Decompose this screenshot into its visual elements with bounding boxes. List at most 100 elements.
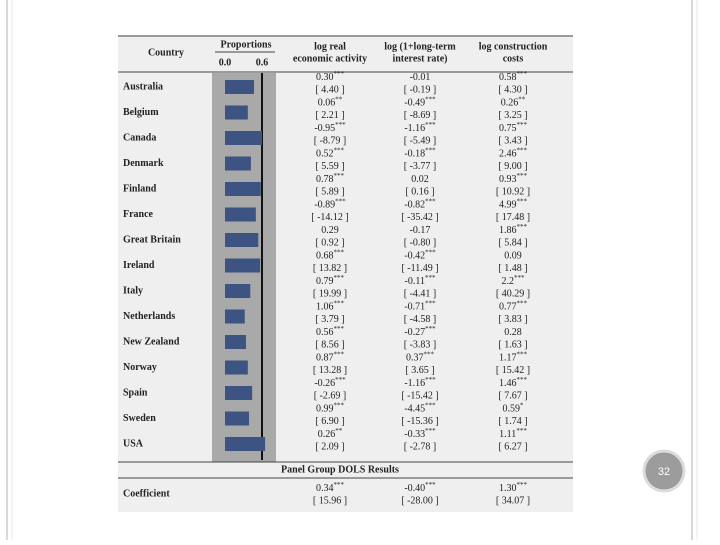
t-statistic: [ 8.56 ] xyxy=(315,339,344,350)
proportion-bar xyxy=(225,131,262,145)
country-name: Canada xyxy=(123,132,156,143)
significance-stars: *** xyxy=(517,481,528,489)
coefficient-value: 0.52 xyxy=(316,149,334,160)
proportion-bar xyxy=(225,156,251,171)
coefficient: 0.78*** xyxy=(316,172,345,186)
t-statistic: [ 4.30 ] xyxy=(498,84,527,95)
country-name: New Zealand xyxy=(123,336,180,347)
coefficient: 0.87*** xyxy=(316,350,345,364)
t-statistic: [ -0.19 ] xyxy=(404,84,437,95)
column-header: costs xyxy=(503,53,524,64)
country-name: Belgium xyxy=(123,107,159,118)
significance-stars: *** xyxy=(517,350,528,358)
t-statistic: [ -5.49 ] xyxy=(404,135,437,146)
significance-stars: ** xyxy=(335,427,343,435)
significance-stars: *** xyxy=(517,70,528,78)
coefficient: 0.79*** xyxy=(316,274,345,288)
t-statistic: [ 15.96 ] xyxy=(313,495,347,506)
significance-stars: *** xyxy=(334,325,345,333)
significance-stars: *** xyxy=(517,146,528,154)
t-statistic: [ 10.92 ] xyxy=(496,186,530,197)
significance-stars: *** xyxy=(517,376,528,384)
significance-stars: *** xyxy=(425,427,436,435)
significance-stars: *** xyxy=(517,172,528,180)
t-statistic: [ 13.28 ] xyxy=(313,365,347,376)
coefficient: 0.52*** xyxy=(316,146,345,160)
coefficient-value: 0.29 xyxy=(321,225,339,236)
t-statistic: [ 3.43 ] xyxy=(498,135,527,146)
coefficient: 1.46*** xyxy=(499,376,528,390)
coefficient-value: 0.56 xyxy=(316,327,334,338)
significance-stars: *** xyxy=(334,299,345,307)
country-name: Great Britain xyxy=(123,234,181,245)
t-statistic: [ 1.74 ] xyxy=(498,416,527,427)
t-statistic: [ -8.79 ] xyxy=(314,135,347,146)
significance-stars: *** xyxy=(425,299,436,307)
coefficient-value: -0.27 xyxy=(404,327,425,338)
coefficient-value: -0.89 xyxy=(314,200,335,211)
coefficient: 0.77*** xyxy=(499,299,528,313)
significance-stars: *** xyxy=(425,95,436,103)
coefficient: 0.75*** xyxy=(499,121,528,135)
coefficient-value: 0.06 xyxy=(318,98,336,109)
coefficient: 1.11*** xyxy=(499,427,527,441)
t-statistic: [ -4.58 ] xyxy=(404,314,437,325)
significance-stars: *** xyxy=(425,376,436,384)
t-statistic: [ 7.67 ] xyxy=(498,390,527,401)
column-header: interest rate) xyxy=(392,53,447,64)
coefficient-value: -0.40 xyxy=(404,483,425,494)
proportion-bar xyxy=(225,309,245,324)
coefficient: 2.2*** xyxy=(502,274,526,288)
coefficient: 0.59* xyxy=(503,401,525,415)
coefficient: 0.58*** xyxy=(499,70,528,84)
t-statistic: [ 3.79 ] xyxy=(315,314,344,325)
significance-stars: *** xyxy=(517,223,528,231)
t-statistic: [ -3.83 ] xyxy=(404,339,437,350)
coefficient: 1.86*** xyxy=(499,223,528,237)
proportion-bar xyxy=(225,80,254,94)
t-statistic: [ 5.84 ] xyxy=(498,237,527,248)
significance-stars: *** xyxy=(516,427,527,435)
coefficient-value: 1.30 xyxy=(499,483,517,494)
coefficient: -0.01 xyxy=(410,72,431,83)
country-name: Finland xyxy=(123,183,157,194)
coefficient: -0.17 xyxy=(410,225,431,236)
t-statistic: [ 13.82 ] xyxy=(313,263,347,274)
significance-stars: *** xyxy=(425,401,436,409)
coefficient-value: 0.99 xyxy=(316,404,334,415)
coefficient: 0.02 xyxy=(411,174,429,185)
coefficient: 2.46*** xyxy=(499,146,528,160)
coefficient: 1.17*** xyxy=(499,350,528,364)
country-name: Norway xyxy=(123,362,157,373)
t-statistic: [ 5.89 ] xyxy=(315,186,344,197)
significance-stars: *** xyxy=(334,481,345,489)
significance-stars: *** xyxy=(517,299,528,307)
axis-tick-label: 0.6 xyxy=(256,57,269,68)
coefficient-value: 2.46 xyxy=(499,149,517,160)
t-statistic: [ 6.90 ] xyxy=(315,416,344,427)
significance-stars: *** xyxy=(425,121,436,129)
coefficient: 0.26** xyxy=(501,95,526,109)
coefficient-value: -0.82 xyxy=(404,200,425,211)
country-name: Netherlands xyxy=(123,311,175,322)
header-country: Country xyxy=(148,47,184,58)
significance-stars: *** xyxy=(334,172,345,180)
coefficient-value: 0.75 xyxy=(499,123,517,134)
proportion-bar xyxy=(225,182,261,196)
t-statistic: [ 2.09 ] xyxy=(315,441,344,452)
significance-stars: *** xyxy=(334,146,345,154)
proportion-bar xyxy=(225,360,248,375)
country-name: Sweden xyxy=(123,413,156,424)
coefficient-value: 0.02 xyxy=(411,174,429,185)
t-statistic: [ 1.63 ] xyxy=(498,339,527,350)
country-name: Ireland xyxy=(123,260,155,271)
column-header: log (1+long-term xyxy=(384,41,456,52)
coefficient-value: 0.26 xyxy=(501,98,519,109)
t-statistic: [ -11.49 ] xyxy=(401,263,438,274)
column-header: log construction xyxy=(479,41,548,52)
coefficient: 0.30*** xyxy=(316,70,345,84)
coefficient-value: -0.11 xyxy=(405,276,425,287)
significance-stars: *** xyxy=(334,70,345,78)
coefficient-value: 1.06 xyxy=(316,302,334,313)
